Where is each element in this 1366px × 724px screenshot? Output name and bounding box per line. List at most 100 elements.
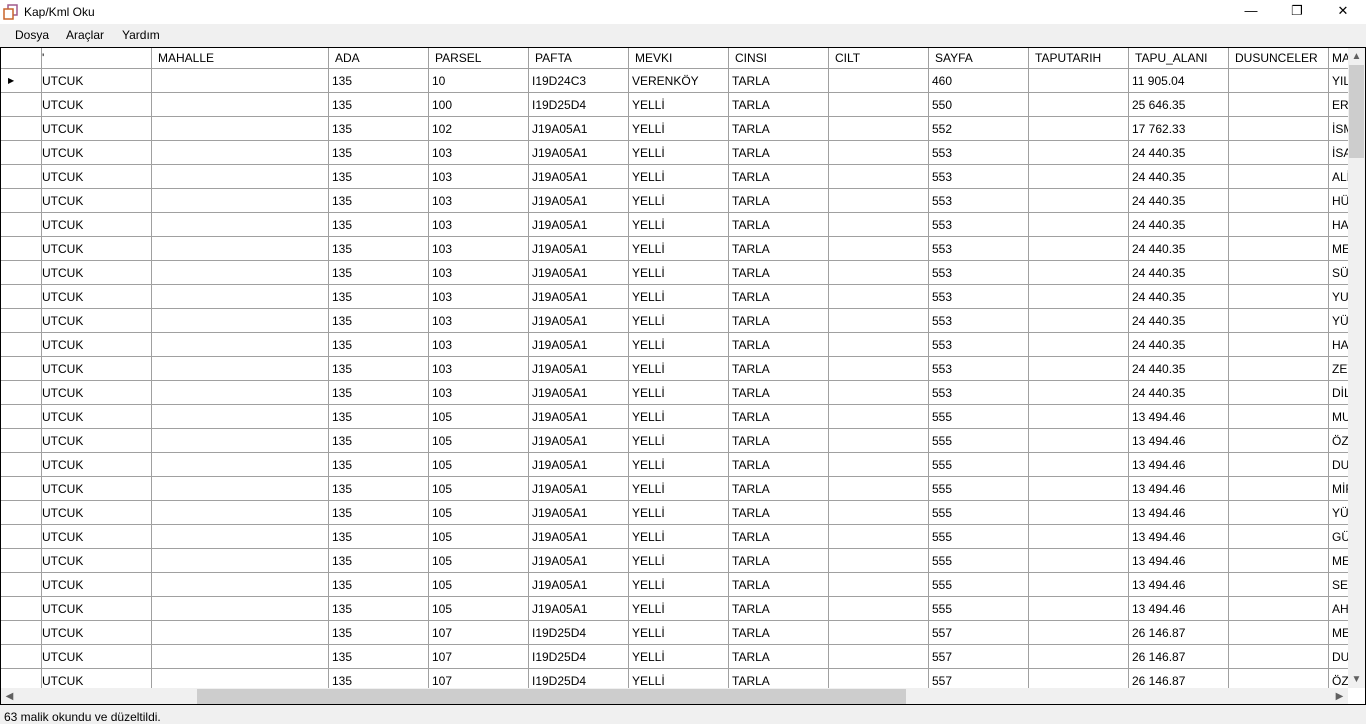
cell-mahalle[interactable]	[152, 597, 329, 621]
cell-pafta[interactable]: J19A05A1	[529, 549, 629, 573]
cell-dusunceler[interactable]	[1229, 669, 1329, 688]
cell-taputarih[interactable]	[1029, 405, 1129, 429]
cell-ada[interactable]: 135	[329, 93, 429, 117]
cell-dusunceler[interactable]	[1229, 501, 1329, 525]
cell-malik[interactable]: HÜS	[1329, 189, 1348, 213]
cell-parsel[interactable]: 107	[429, 645, 529, 669]
cell-cilt[interactable]	[829, 501, 929, 525]
cell-sayfa[interactable]: 557	[929, 669, 1029, 688]
cell-col-mahalle-prefix[interactable]: UTCUK	[42, 261, 152, 285]
cell-col-mahalle-prefix[interactable]: UTCUK	[42, 141, 152, 165]
cell-parsel[interactable]: 103	[429, 261, 529, 285]
cell-col-mahalle-prefix[interactable]: UTCUK	[42, 381, 152, 405]
cell-parsel[interactable]: 105	[429, 405, 529, 429]
cell-parsel[interactable]: 103	[429, 309, 529, 333]
cell-col-mahalle-prefix[interactable]: UTCUK	[42, 357, 152, 381]
cell-sayfa[interactable]: 460	[929, 69, 1029, 93]
cell-tapu-alani[interactable]: 24 440.35	[1129, 357, 1229, 381]
row-header[interactable]	[1, 621, 42, 645]
cell-ada[interactable]: 135	[329, 477, 429, 501]
cell-dusunceler[interactable]	[1229, 621, 1329, 645]
cell-sayfa[interactable]: 557	[929, 621, 1029, 645]
cell-mahalle[interactable]	[152, 285, 329, 309]
cell-cilt[interactable]	[829, 285, 929, 309]
cell-taputarih[interactable]	[1029, 213, 1129, 237]
cell-pafta[interactable]: J19A05A1	[529, 597, 629, 621]
cell-mevki[interactable]: YELLİ	[629, 141, 729, 165]
cell-parsel[interactable]: 102	[429, 117, 529, 141]
cell-tapu-alani[interactable]: 24 440.35	[1129, 309, 1229, 333]
cell-cilt[interactable]	[829, 597, 929, 621]
minimize-button[interactable]: —	[1244, 3, 1258, 18]
cell-col-mahalle-prefix[interactable]: UTCUK	[42, 573, 152, 597]
column-header-col-mahalle-prefix[interactable]: '	[42, 48, 152, 69]
cell-ada[interactable]: 135	[329, 141, 429, 165]
cell-mahalle[interactable]	[152, 69, 329, 93]
data-grid[interactable]: ' MAHALLE ADA PARSEL PAFTA MEVKI CINSI CILT SAYF…	[0, 47, 1366, 705]
cell-cilt[interactable]	[829, 525, 929, 549]
cell-tapu-alani[interactable]: 13 494.46	[1129, 501, 1229, 525]
cell-malik[interactable]: ÖZG	[1329, 429, 1348, 453]
cell-parsel[interactable]: 103	[429, 141, 529, 165]
cell-malik[interactable]: İSA	[1329, 141, 1348, 165]
cell-dusunceler[interactable]	[1229, 237, 1329, 261]
cell-dusunceler[interactable]	[1229, 453, 1329, 477]
cell-tapu-alani[interactable]: 13 494.46	[1129, 573, 1229, 597]
cell-cinsi[interactable]: TARLA	[729, 429, 829, 453]
cell-cilt[interactable]	[829, 117, 929, 141]
cell-malik[interactable]: AHM	[1329, 597, 1348, 621]
cell-ada[interactable]: 135	[329, 669, 429, 688]
cell-cinsi[interactable]: TARLA	[729, 333, 829, 357]
column-header-tapu-alani[interactable]: TAPU_ALANI	[1129, 48, 1229, 69]
cell-taputarih[interactable]	[1029, 645, 1129, 669]
cell-mahalle[interactable]	[152, 549, 329, 573]
cell-ada[interactable]: 135	[329, 309, 429, 333]
cell-malik[interactable]: YIL	[1329, 69, 1348, 93]
cell-tapu-alani[interactable]: 13 494.46	[1129, 477, 1229, 501]
cell-mevki[interactable]: YELLİ	[629, 405, 729, 429]
cell-malik[interactable]: MEH	[1329, 237, 1348, 261]
cell-cinsi[interactable]: TARLA	[729, 309, 829, 333]
cell-tapu-alani[interactable]: 25 646.35	[1129, 93, 1229, 117]
cell-sayfa[interactable]: 553	[929, 333, 1029, 357]
cell-malik[interactable]: MEH	[1329, 549, 1348, 573]
cell-malik[interactable]: DUR	[1329, 645, 1348, 669]
cell-dusunceler[interactable]	[1229, 189, 1329, 213]
cell-parsel[interactable]: 100	[429, 93, 529, 117]
row-header[interactable]	[1, 597, 42, 621]
cell-tapu-alani[interactable]: 24 440.35	[1129, 381, 1229, 405]
cell-tapu-alani[interactable]: 24 440.35	[1129, 285, 1229, 309]
cell-cilt[interactable]	[829, 645, 929, 669]
cell-taputarih[interactable]	[1029, 309, 1129, 333]
cell-sayfa[interactable]: 553	[929, 261, 1029, 285]
cell-cinsi[interactable]: TARLA	[729, 189, 829, 213]
cell-col-mahalle-prefix[interactable]: UTCUK	[42, 165, 152, 189]
cell-tapu-alani[interactable]: 24 440.35	[1129, 165, 1229, 189]
cell-cinsi[interactable]: TARLA	[729, 549, 829, 573]
cell-pafta[interactable]: J19A05A1	[529, 525, 629, 549]
cell-ada[interactable]: 135	[329, 573, 429, 597]
restore-button[interactable]: ❐	[1291, 3, 1303, 18]
cell-cilt[interactable]	[829, 69, 929, 93]
cell-mahalle[interactable]	[152, 477, 329, 501]
cell-mevki[interactable]: YELLİ	[629, 381, 729, 405]
cell-mahalle[interactable]	[152, 165, 329, 189]
cell-malik[interactable]: ALİ	[1329, 165, 1348, 189]
cell-cilt[interactable]	[829, 309, 929, 333]
cell-cilt[interactable]	[829, 189, 929, 213]
cell-parsel[interactable]: 103	[429, 333, 529, 357]
column-header-mahalle[interactable]: MAHALLE	[152, 48, 329, 69]
cell-parsel[interactable]: 103	[429, 165, 529, 189]
row-header[interactable]	[1, 333, 42, 357]
cell-parsel[interactable]: 103	[429, 381, 529, 405]
row-header[interactable]	[1, 189, 42, 213]
row-header[interactable]	[1, 645, 42, 669]
cell-mevki[interactable]: YELLİ	[629, 573, 729, 597]
cell-mevki[interactable]: YELLİ	[629, 429, 729, 453]
row-header[interactable]	[1, 549, 42, 573]
cell-cinsi[interactable]: TARLA	[729, 357, 829, 381]
cell-sayfa[interactable]: 552	[929, 117, 1029, 141]
cell-pafta[interactable]: J19A05A1	[529, 117, 629, 141]
cell-mevki[interactable]: YELLİ	[629, 237, 729, 261]
cell-malik[interactable]: MİR	[1329, 477, 1348, 501]
